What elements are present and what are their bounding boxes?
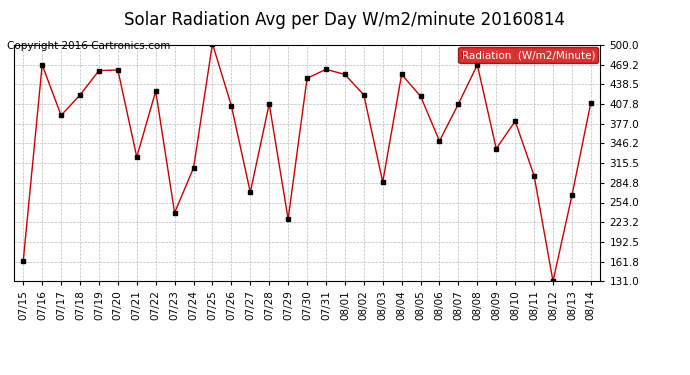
Legend: Radiation  (W/m2/Minute): Radiation (W/m2/Minute): [458, 47, 598, 63]
Text: Copyright 2016 Cartronics.com: Copyright 2016 Cartronics.com: [7, 41, 170, 51]
Text: Solar Radiation Avg per Day W/m2/minute 20160814: Solar Radiation Avg per Day W/m2/minute …: [124, 11, 566, 29]
